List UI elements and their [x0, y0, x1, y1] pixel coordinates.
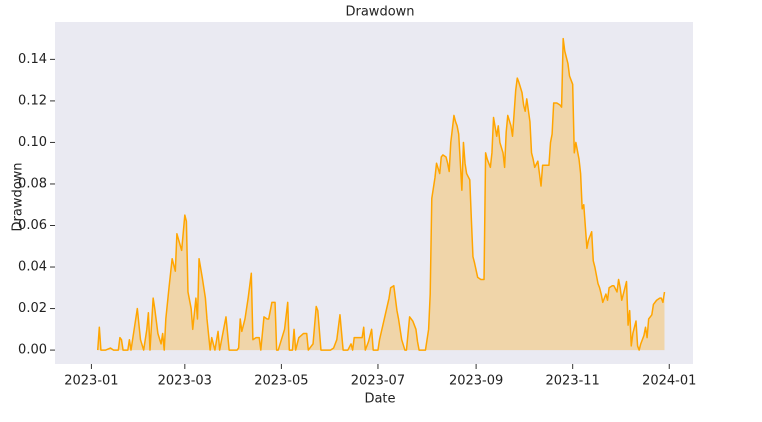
y-tick-label: 0.12: [18, 93, 47, 108]
x-tick-label: 2024-01: [642, 374, 696, 389]
y-axis-label: Drawdown: [11, 162, 26, 231]
x-tick-label: 2023-03: [158, 374, 212, 389]
x-tick-label: 2023-05: [254, 374, 308, 389]
y-tick-label: 0.08: [18, 176, 47, 191]
y-tick-label: 0.06: [18, 218, 47, 233]
line: [96, 37, 666, 351]
area-fill: [97, 38, 665, 351]
plot-area: [55, 22, 693, 364]
x-tick-label: 2023-09: [449, 374, 503, 389]
y-tick-label: 0.10: [18, 135, 47, 150]
x-tick-label: 2023-01: [64, 374, 118, 389]
y-tick-label: 0.00: [18, 343, 47, 358]
x-axis-label: Date: [364, 392, 395, 407]
chart-title: Drawdown: [345, 5, 414, 20]
y-tick-label: 0.14: [18, 52, 47, 67]
x-tick-label: 2023-07: [351, 374, 405, 389]
y-tick-label: 0.02: [18, 301, 47, 316]
x-tick-label: 2023-11: [546, 374, 600, 389]
y-tick-label: 0.04: [18, 260, 47, 275]
